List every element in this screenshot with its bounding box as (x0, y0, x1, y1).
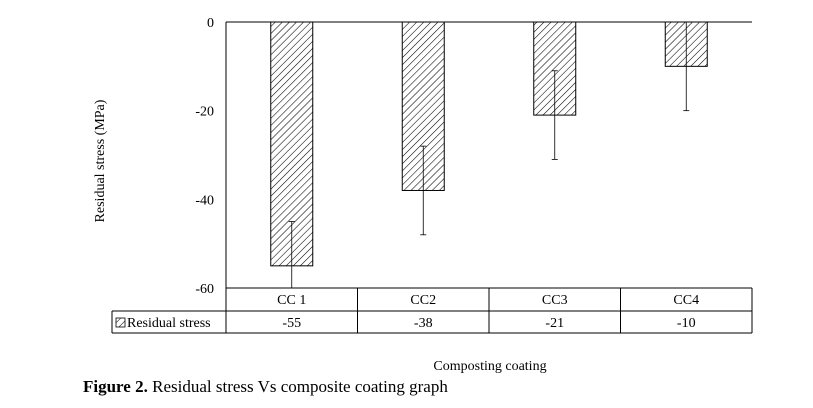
category-label: CC4 (673, 293, 699, 308)
data-table-value: -10 (677, 316, 696, 331)
category-label: CC 1 (277, 293, 306, 308)
y-tick-label: 0 (207, 16, 214, 31)
figure-caption: Figure 2. Residual stress Vs composite c… (83, 377, 448, 397)
y-axis-label: Residual stress (MPa) (93, 99, 108, 222)
y-tick-label: -20 (195, 105, 214, 120)
category-label: CC2 (410, 293, 436, 308)
data-table-value: -55 (282, 316, 301, 331)
y-tick-label: -60 (195, 282, 214, 297)
data-table-value: -21 (545, 316, 564, 331)
legend-label: Residual stress (127, 316, 211, 331)
legend-swatch (115, 317, 126, 328)
data-table-value: -38 (414, 316, 433, 331)
caption-label: Figure 2. (83, 377, 148, 396)
x-axis-title: Composting coating (433, 359, 546, 374)
caption-text: Residual stress Vs composite coating gra… (147, 377, 448, 396)
y-tick-label: -40 (195, 193, 214, 208)
plot-area: 0 -20 -40 -60 CC 1 -55 CC2 -38 CC3 -21 CC4 -10 Resid… (111, 16, 753, 334)
category-label: CC3 (542, 293, 568, 308)
